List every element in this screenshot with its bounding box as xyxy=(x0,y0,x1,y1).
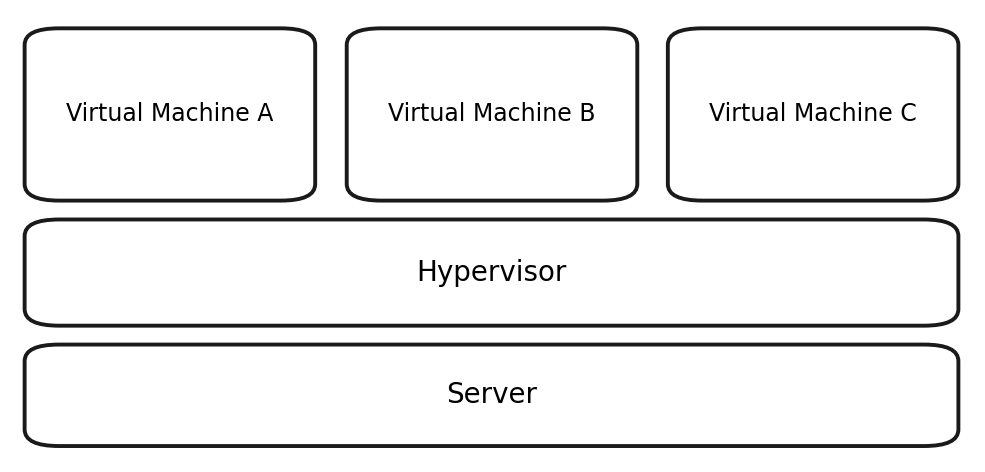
Text: Virtual Machine B: Virtual Machine B xyxy=(388,102,596,126)
FancyBboxPatch shape xyxy=(25,219,958,326)
FancyBboxPatch shape xyxy=(25,345,958,446)
Text: Virtual Machine A: Virtual Machine A xyxy=(66,102,274,126)
Text: Server: Server xyxy=(446,381,537,409)
Text: Hypervisor: Hypervisor xyxy=(417,259,566,287)
FancyBboxPatch shape xyxy=(25,28,315,201)
Text: Virtual Machine C: Virtual Machine C xyxy=(709,102,917,126)
FancyBboxPatch shape xyxy=(668,28,958,201)
FancyBboxPatch shape xyxy=(347,28,637,201)
